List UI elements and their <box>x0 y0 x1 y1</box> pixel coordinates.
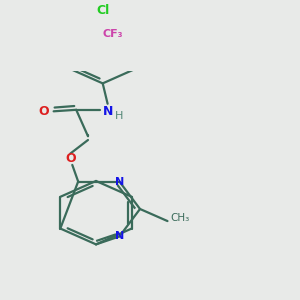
Text: N: N <box>115 176 124 187</box>
Text: N: N <box>102 105 113 118</box>
Text: Cl: Cl <box>96 4 109 17</box>
Text: CF₃: CF₃ <box>102 29 123 39</box>
Text: O: O <box>65 152 76 165</box>
Text: H: H <box>115 111 124 121</box>
Text: CH₃: CH₃ <box>170 213 190 223</box>
Text: O: O <box>38 105 49 118</box>
Text: N: N <box>115 231 124 242</box>
